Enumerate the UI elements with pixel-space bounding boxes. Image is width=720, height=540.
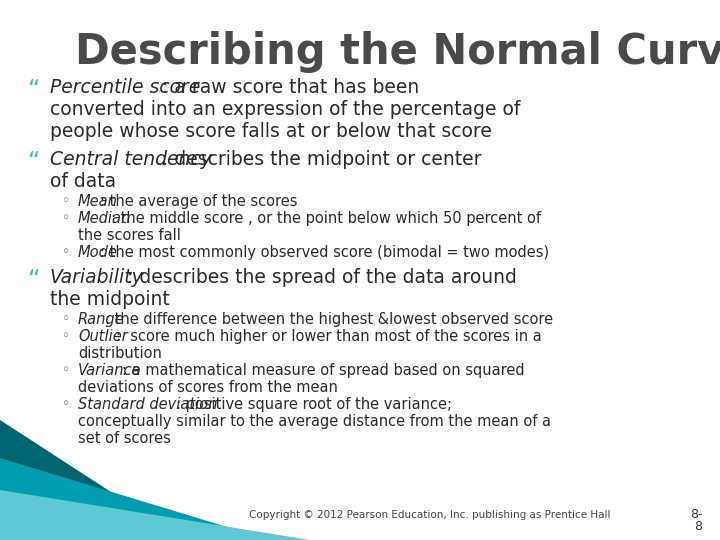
Text: 8: 8 (694, 520, 702, 533)
Text: converted into an expression of the percentage of: converted into an expression of the perc… (50, 100, 521, 119)
Text: :  score much higher or lower than most of the scores in a: : score much higher or lower than most o… (116, 329, 542, 344)
Text: deviations of scores from the mean: deviations of scores from the mean (78, 380, 338, 395)
Text: : the middle score , or the point below which 50 percent of: : the middle score , or the point below … (111, 211, 541, 226)
Text: ◦: ◦ (62, 363, 70, 377)
Text: people whose score falls at or below that score: people whose score falls at or below tha… (50, 122, 492, 141)
Text: : describes the spread of the data around: : describes the spread of the data aroun… (127, 268, 517, 287)
Text: ◦: ◦ (62, 312, 70, 326)
Text: : the average of the scores: : the average of the scores (100, 194, 297, 209)
Text: ◦: ◦ (62, 397, 70, 411)
Text: ◦: ◦ (62, 329, 70, 343)
Text: of data: of data (50, 172, 116, 191)
Polygon shape (0, 480, 220, 540)
Text: set of scores: set of scores (78, 431, 171, 446)
Text: conceptually similar to the average distance from the mean of a: conceptually similar to the average dist… (78, 414, 551, 429)
Text: Copyright © 2012 Pearson Education, Inc. publishing as Prentice Hall: Copyright © 2012 Pearson Education, Inc.… (249, 510, 611, 520)
Text: Standard deviation: Standard deviation (78, 397, 217, 412)
Text: Describing the Normal Curve: Describing the Normal Curve (75, 31, 720, 73)
Text: Outlier: Outlier (78, 329, 127, 344)
Text: Percentile score: Percentile score (50, 78, 200, 97)
Text: : the difference between the highest &lowest observed score: : the difference between the highest &lo… (105, 312, 554, 327)
Text: : a raw score that has been: : a raw score that has been (162, 78, 420, 97)
Text: : positive square root of the variance;: : positive square root of the variance; (176, 397, 452, 412)
Text: Mean: Mean (78, 194, 118, 209)
Text: Median: Median (78, 211, 131, 226)
Text: the midpoint: the midpoint (50, 290, 170, 309)
Text: “: “ (28, 78, 40, 102)
Polygon shape (0, 458, 270, 540)
Text: Variance: Variance (78, 363, 142, 378)
Text: ◦: ◦ (62, 245, 70, 259)
Text: the scores fall: the scores fall (78, 228, 181, 243)
Text: “: “ (28, 150, 40, 174)
Text: 8-: 8- (690, 508, 703, 521)
Text: ◦: ◦ (62, 194, 70, 208)
Text: Mode: Mode (78, 245, 118, 260)
Text: ◦: ◦ (62, 211, 70, 225)
Text: : describes the midpoint or center: : describes the midpoint or center (162, 150, 482, 169)
Text: Variability: Variability (50, 268, 144, 287)
Text: Range: Range (78, 312, 125, 327)
Text: distribution: distribution (78, 346, 162, 361)
Text: Central tendency: Central tendency (50, 150, 212, 169)
Polygon shape (0, 420, 185, 540)
Polygon shape (0, 490, 310, 540)
Text: : the most commonly observed score (bimodal = two modes): : the most commonly observed score (bimo… (100, 245, 549, 260)
Text: “: “ (28, 268, 40, 292)
Text: : a mathematical measure of spread based on squared: : a mathematical measure of spread based… (122, 363, 524, 378)
